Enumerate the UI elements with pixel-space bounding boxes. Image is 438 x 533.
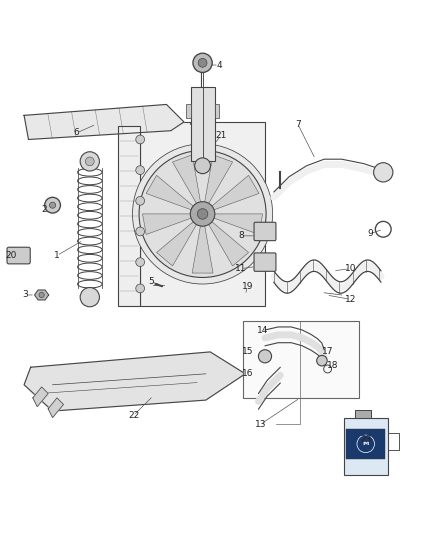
Text: 3: 3 bbox=[22, 290, 28, 300]
Polygon shape bbox=[213, 214, 263, 235]
Text: 14: 14 bbox=[257, 326, 268, 335]
Text: 10: 10 bbox=[345, 264, 356, 273]
Polygon shape bbox=[24, 352, 245, 411]
FancyBboxPatch shape bbox=[254, 222, 276, 241]
Text: 4: 4 bbox=[216, 61, 222, 69]
Circle shape bbox=[258, 350, 272, 363]
Text: 2: 2 bbox=[41, 205, 46, 214]
Text: 22: 22 bbox=[128, 411, 139, 420]
Bar bbox=[344, 418, 388, 474]
Circle shape bbox=[49, 202, 56, 208]
Circle shape bbox=[193, 53, 212, 72]
Circle shape bbox=[80, 152, 99, 171]
Circle shape bbox=[195, 158, 210, 174]
Text: 1: 1 bbox=[54, 251, 60, 260]
Text: 23: 23 bbox=[360, 435, 371, 444]
Text: 19: 19 bbox=[242, 282, 253, 290]
Bar bbox=[355, 410, 371, 418]
Polygon shape bbox=[48, 398, 64, 418]
Text: 11: 11 bbox=[235, 264, 247, 273]
Circle shape bbox=[139, 150, 266, 278]
Circle shape bbox=[39, 292, 44, 297]
Polygon shape bbox=[205, 155, 233, 205]
Bar bbox=[346, 429, 385, 459]
Text: 6: 6 bbox=[74, 128, 80, 138]
Circle shape bbox=[136, 284, 145, 293]
Text: 18: 18 bbox=[327, 360, 339, 369]
Text: 7: 7 bbox=[295, 119, 301, 128]
Circle shape bbox=[136, 135, 145, 144]
Circle shape bbox=[317, 356, 327, 366]
Circle shape bbox=[198, 59, 207, 67]
Circle shape bbox=[136, 197, 145, 205]
Circle shape bbox=[136, 166, 145, 174]
Circle shape bbox=[80, 287, 99, 307]
Text: 17: 17 bbox=[322, 348, 333, 357]
Text: 12: 12 bbox=[345, 295, 356, 304]
Bar bbox=[140, 122, 265, 306]
Circle shape bbox=[45, 197, 60, 213]
Polygon shape bbox=[33, 387, 48, 407]
Text: 16: 16 bbox=[242, 369, 253, 378]
Polygon shape bbox=[173, 155, 201, 205]
Text: 15: 15 bbox=[242, 348, 253, 357]
Bar bbox=[118, 126, 140, 306]
Circle shape bbox=[190, 201, 215, 226]
Text: 13: 13 bbox=[255, 419, 266, 429]
Text: 21: 21 bbox=[215, 131, 227, 140]
Circle shape bbox=[197, 209, 208, 219]
Text: 8: 8 bbox=[238, 231, 244, 240]
Bar bbox=[243, 321, 359, 398]
Text: M: M bbox=[363, 441, 369, 447]
Polygon shape bbox=[143, 214, 192, 235]
Polygon shape bbox=[157, 221, 197, 266]
Circle shape bbox=[133, 144, 272, 284]
Text: 20: 20 bbox=[5, 251, 17, 260]
FancyBboxPatch shape bbox=[7, 247, 30, 264]
Bar bbox=[215, 104, 219, 118]
Circle shape bbox=[136, 258, 145, 266]
Circle shape bbox=[136, 227, 145, 236]
Polygon shape bbox=[146, 175, 194, 210]
Text: 9: 9 bbox=[367, 229, 373, 238]
Bar bbox=[191, 87, 215, 161]
Polygon shape bbox=[211, 175, 259, 210]
Bar bbox=[186, 104, 191, 118]
Polygon shape bbox=[208, 221, 248, 266]
Polygon shape bbox=[35, 290, 49, 300]
Text: 5: 5 bbox=[148, 277, 154, 286]
FancyBboxPatch shape bbox=[254, 253, 276, 271]
Polygon shape bbox=[192, 225, 213, 273]
Polygon shape bbox=[24, 104, 184, 140]
Circle shape bbox=[374, 163, 393, 182]
Circle shape bbox=[85, 157, 94, 166]
